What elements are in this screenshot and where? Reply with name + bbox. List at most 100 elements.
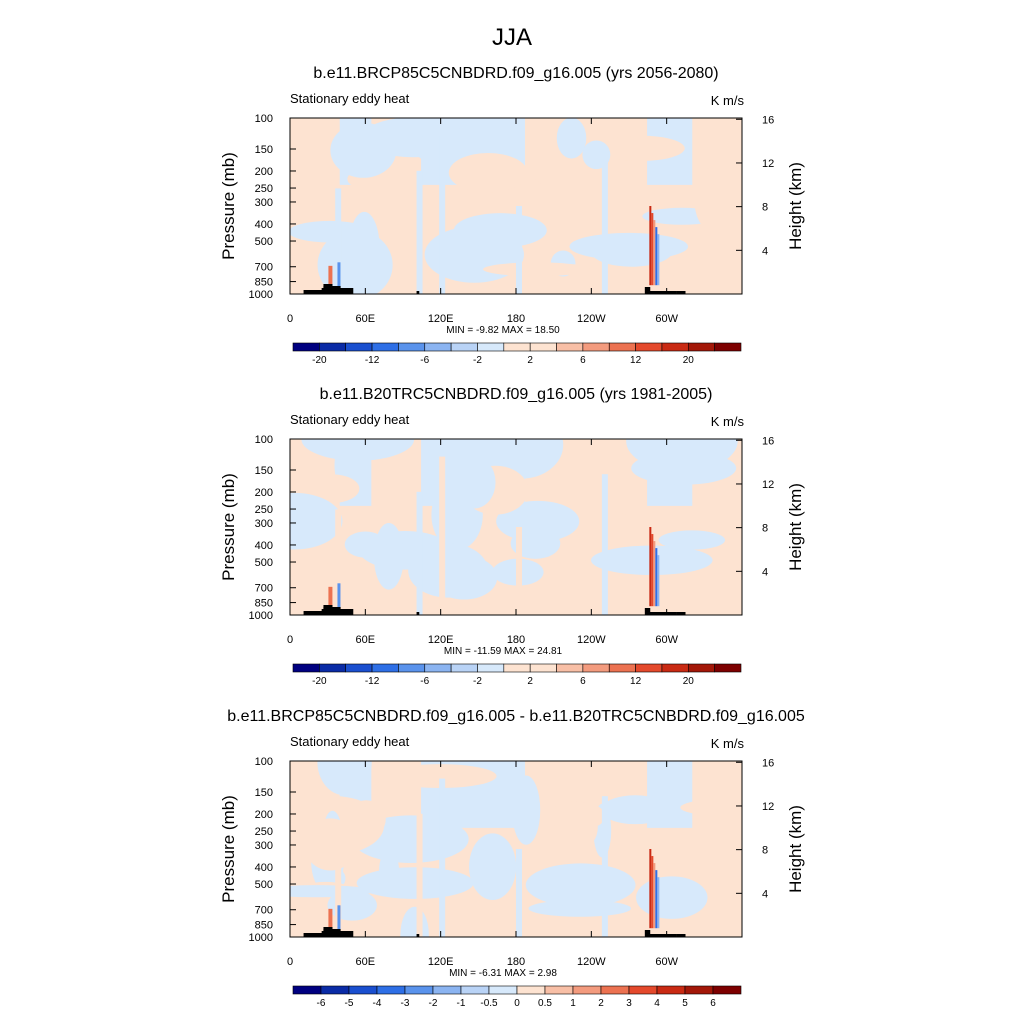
colorbar-label: 12 (630, 676, 642, 687)
field-contour (290, 492, 343, 550)
colorbar-box (572, 985, 602, 995)
field-extreme (657, 555, 660, 607)
colorbar-box (371, 342, 399, 352)
colorbar-box (398, 663, 426, 673)
field-contour (512, 775, 541, 845)
y-tick-label: 850 (255, 920, 273, 932)
colorbar-label: -5 (345, 998, 354, 1009)
colorbar-box (345, 663, 373, 673)
field-contour (680, 798, 742, 817)
y-tick-label: 300 (255, 518, 273, 530)
y-tick-label: 500 (255, 557, 273, 569)
field-contour (516, 527, 522, 615)
y-tick-label: 100 (255, 113, 273, 125)
field-contour (344, 531, 387, 558)
y2-tick-label: 16 (762, 435, 774, 447)
colorbar-box (635, 663, 663, 673)
colorbar-box (628, 985, 658, 995)
x-tick-label: 60W (655, 313, 678, 325)
page-title: JJA (492, 24, 532, 51)
colorbar-label: 2 (527, 355, 533, 366)
colorbar-box (424, 342, 452, 352)
field-contour (378, 205, 429, 254)
colorbar-box (292, 985, 322, 995)
y2-tick-label: 12 (762, 479, 774, 491)
colorbar-box (529, 663, 557, 673)
y-tick-label: 150 (255, 465, 273, 477)
x-tick-label: 0 (287, 634, 293, 646)
colorbar-label: 6 (710, 998, 716, 1009)
units-label: K m/s (711, 93, 745, 108)
y2-tick-label: 16 (762, 114, 774, 126)
colorbar-label: -2 (429, 998, 438, 1009)
x-tick-label: 120E (428, 634, 454, 646)
panel-title: b.e11.B20TRC5CNBDRD.f09_g16.005 (yrs 198… (320, 386, 713, 403)
y-tick-label: 100 (255, 434, 273, 446)
colorbar-label: -20 (312, 355, 327, 366)
colorbar-label: 0 (514, 998, 520, 1009)
y-tick-label: 500 (255, 879, 273, 891)
field-contour (301, 439, 415, 461)
y-axis-title: Pressure (mb) (219, 473, 238, 581)
field-extreme (651, 213, 654, 286)
field-contour (439, 456, 446, 615)
panel-title: b.e11.BRCP85C5CNBDRD.f09_g16.005 (yrs 20… (313, 65, 718, 82)
colorbar-box (477, 342, 505, 352)
panel-3: b.e11.BRCP85C5CNBDRD.f09_g16.005 - b.e11… (219, 708, 805, 1009)
colorbar-box (714, 342, 742, 352)
y-tick-label: 1000 (249, 289, 273, 301)
colorbar-label: -20 (312, 676, 327, 687)
y-tick-label: 250 (255, 183, 273, 195)
colorbar-label: -12 (365, 355, 380, 366)
colorbar-label: 1 (570, 998, 576, 1009)
topography (303, 933, 336, 937)
field-contour (556, 118, 587, 159)
y-tick-label: 500 (255, 236, 273, 248)
field-extreme (337, 583, 341, 612)
topography (676, 934, 686, 937)
y-tick-label: 200 (255, 487, 273, 499)
field-contour (601, 795, 670, 825)
colorbar-box (450, 342, 478, 352)
field-contour (516, 206, 522, 294)
field-extreme (653, 863, 656, 929)
field-contour (305, 474, 360, 503)
y-tick-label: 300 (255, 840, 273, 852)
field-contour (317, 761, 372, 796)
panel-2: b.e11.B20TRC5CNBDRD.f09_g16.005 (yrs 198… (219, 386, 805, 687)
colorbar-box (345, 342, 373, 352)
contour-field (290, 761, 742, 937)
colorbar-box (656, 985, 686, 995)
colorbar-box (488, 985, 518, 995)
field-extreme (655, 870, 658, 929)
y2-tick-label: 12 (762, 801, 774, 813)
x-tick-label: 120W (577, 956, 606, 968)
colorbar-box (398, 342, 426, 352)
x-tick-label: 0 (287, 956, 293, 968)
field-contour (453, 213, 547, 248)
x-tick-label: 120W (577, 634, 606, 646)
y2-tick-label: 8 (762, 845, 768, 857)
colorbar-box (376, 985, 406, 995)
topography (676, 612, 686, 615)
field-contour (601, 474, 608, 615)
colorbar-box (687, 663, 715, 673)
field-contour (335, 509, 342, 615)
field-extreme (657, 234, 660, 286)
colorbar-label: 20 (683, 355, 695, 366)
colorbar-label: 3 (626, 998, 632, 1009)
colorbar-label: -3 (401, 998, 410, 1009)
colorbar-box (320, 985, 350, 995)
field-contour (304, 818, 357, 871)
min-max-stats: MIN = -11.59 MAX = 24.81 (444, 646, 563, 657)
colorbar-box (556, 663, 584, 673)
field-extreme (651, 856, 654, 929)
topography (303, 290, 336, 294)
colorbar-box (684, 985, 714, 995)
colorbar-box (348, 985, 378, 995)
x-tick-label: 180 (507, 634, 525, 646)
topography (416, 612, 420, 615)
field-contour (335, 831, 342, 937)
x-tick-label: 180 (507, 313, 525, 325)
